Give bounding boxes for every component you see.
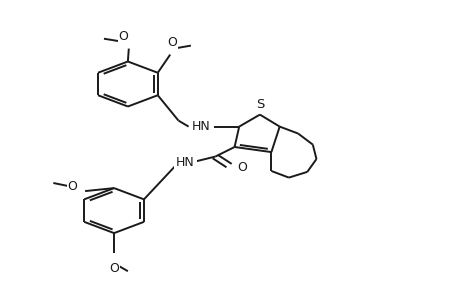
Text: O: O: [109, 262, 119, 275]
Text: O: O: [67, 180, 78, 193]
Text: HN: HN: [192, 120, 210, 133]
Text: HN: HN: [176, 156, 194, 169]
Text: O: O: [237, 160, 246, 174]
Text: O: O: [167, 36, 177, 49]
Text: S: S: [255, 98, 263, 111]
Text: O: O: [118, 30, 128, 43]
